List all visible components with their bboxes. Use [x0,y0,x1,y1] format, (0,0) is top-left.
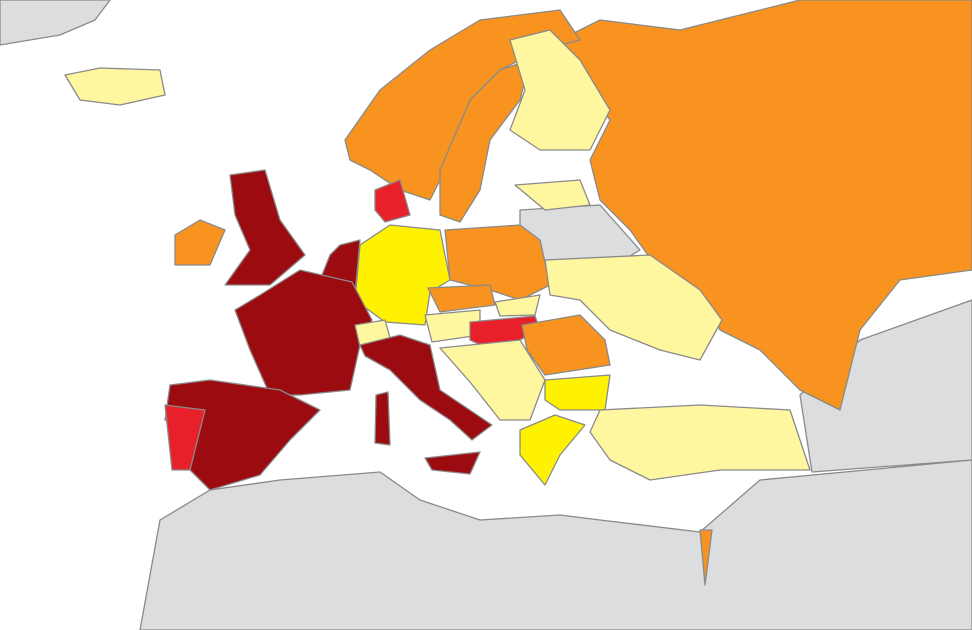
north-africa [139,459,972,630]
greenland [0,0,111,46]
countries [64,0,972,586]
sweden [439,59,531,223]
czechia [427,284,496,313]
italy [359,334,493,441]
greece [519,414,586,486]
denmark [374,179,411,223]
israel [699,529,713,586]
balkans [439,339,546,421]
bulgaria [544,374,611,411]
poland [444,224,551,301]
russia [559,0,972,411]
sardinia [374,391,391,446]
estonia [514,179,591,211]
united-kingdom [224,169,306,286]
slovakia [494,294,541,317]
sicily [424,451,481,475]
finland [509,29,611,151]
portugal [164,404,206,471]
iceland [64,67,166,106]
turkey [589,404,811,481]
ireland [174,219,226,266]
ukraine [544,254,723,361]
